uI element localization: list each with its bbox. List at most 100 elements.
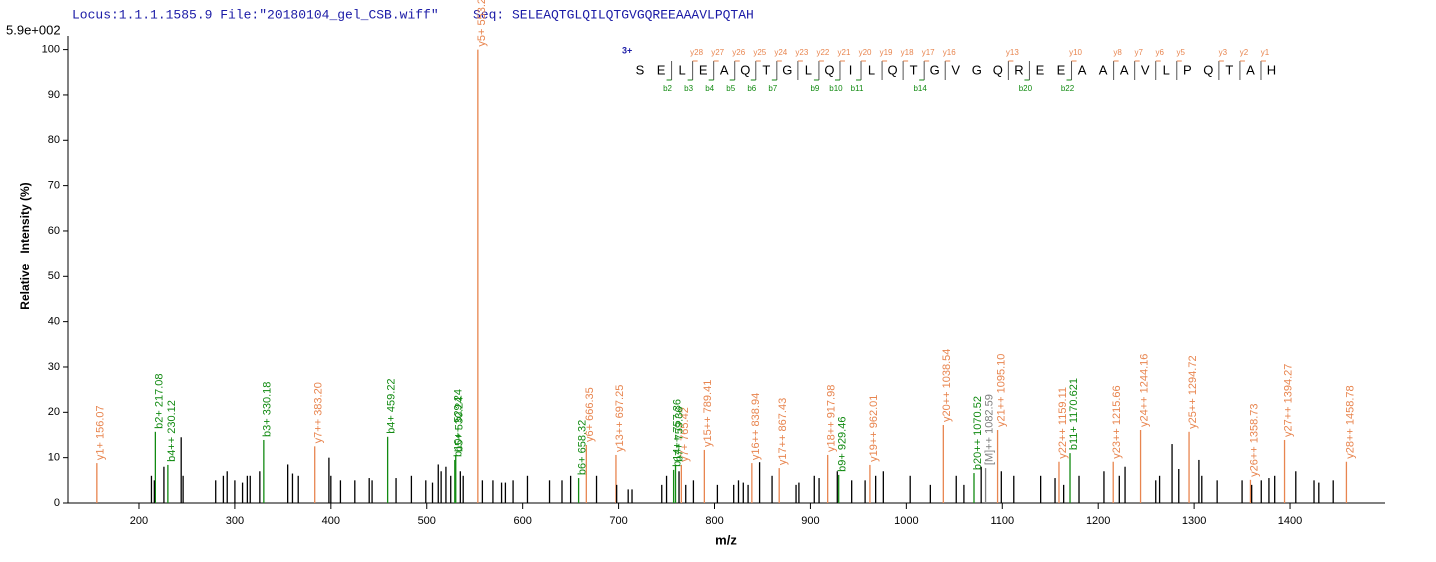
residue: A xyxy=(1099,62,1108,77)
residue: G xyxy=(782,62,792,77)
peak-label: y28++ 1458.78 xyxy=(1344,385,1356,458)
residue: I xyxy=(849,62,853,77)
peak-label: b11+ 1170.621 xyxy=(1068,378,1080,450)
residue: V xyxy=(1141,62,1150,77)
peak-label: y21++ 1095.10 xyxy=(995,354,1007,427)
b-ion-label: b5 xyxy=(726,84,735,93)
x-tick-label: 200 xyxy=(130,515,148,527)
peak-label: b7+ 759.36 xyxy=(673,407,685,462)
y-ion-label: y7 xyxy=(1134,48,1143,57)
y-ion-label: y19 xyxy=(880,48,893,57)
b-ion-label: b2 xyxy=(663,84,672,93)
peak-label: y18++ 917.98 xyxy=(826,385,838,452)
b-ion-label: b20 xyxy=(1019,84,1033,93)
residue: L xyxy=(805,62,812,77)
peak-label: y13++ 697.25 xyxy=(614,385,626,452)
y-tick-label: 60 xyxy=(48,225,60,237)
b-ion-label: b11 xyxy=(851,84,864,93)
y-ion-label: y5 xyxy=(1177,48,1186,57)
seq-label: Seq: xyxy=(473,7,504,22)
scale-label: 5.9e+002 xyxy=(6,22,61,37)
peak-label: b5+ 530.24 xyxy=(454,397,466,452)
x-tick-label: 1200 xyxy=(1086,515,1110,527)
residue: R xyxy=(1014,62,1023,77)
y-tick-label: 50 xyxy=(48,270,60,282)
peak-label: y16++ 838.94 xyxy=(750,393,762,460)
y-tick-label: 80 xyxy=(48,134,60,146)
residue: P xyxy=(1183,62,1192,77)
x-tick-label: 1000 xyxy=(894,515,918,527)
residue: L xyxy=(868,62,875,77)
peak-label: y15++ 789.41 xyxy=(702,380,714,447)
peak-label: y5+ 553.28 xyxy=(476,0,488,47)
x-tick-label: 400 xyxy=(322,515,340,527)
residue: A xyxy=(1246,62,1255,77)
sequence: SELEAQTGLQILQTGVGQREEAAAVLPQTAH xyxy=(512,7,754,22)
residue: Q xyxy=(888,62,898,77)
y-ion-label: y26 xyxy=(732,48,745,57)
residue: E xyxy=(657,62,666,77)
residue: Q xyxy=(824,62,834,77)
y-ion-label: y13 xyxy=(1006,48,1019,57)
b-ion-label: b7 xyxy=(768,84,777,93)
peak-label: [M]++ 1082.59 xyxy=(983,394,995,465)
y-ion-label: y10 xyxy=(1069,48,1082,57)
y-tick-label: 0 xyxy=(54,497,60,509)
peak-label: b4++ 230.12 xyxy=(166,400,178,462)
locus-file: Locus:1.1.1.1585.9 File:"20180104_gel_CS… xyxy=(72,7,439,22)
residue: E xyxy=(1036,62,1045,77)
y-ion-label: y28 xyxy=(690,48,703,57)
peak-label: b3+ 330.18 xyxy=(262,382,274,437)
residue: A xyxy=(720,62,729,77)
peak-label: b6+ 658.32 xyxy=(577,420,589,475)
residue: S xyxy=(636,62,645,77)
x-tick-label: 800 xyxy=(705,515,723,527)
peak-label: y7++ 383.20 xyxy=(313,382,325,443)
x-tick-label: 700 xyxy=(609,515,627,527)
peak-label: b9+ 929.46 xyxy=(837,417,849,472)
y-ion-label: y8 xyxy=(1113,48,1122,57)
y-ion-label: y18 xyxy=(901,48,914,57)
peak-label: y7+ 765.42 xyxy=(679,407,691,462)
residue: G xyxy=(972,62,982,77)
x-tick-label: 600 xyxy=(513,515,531,527)
y-ion-label: y16 xyxy=(943,48,956,57)
b-ion-label: b22 xyxy=(1061,84,1075,93)
b-ion-label: b10 xyxy=(829,84,843,93)
peak-label: y24++ 1244.16 xyxy=(1138,354,1150,427)
residue: V xyxy=(951,62,960,77)
residue: Q xyxy=(740,62,750,77)
y-tick-label: 40 xyxy=(48,316,60,328)
peak-label: b2+ 217.08 xyxy=(153,373,165,428)
peak-label: y27++ 1394.27 xyxy=(1282,364,1294,437)
y-tick-label: 10 xyxy=(48,452,60,464)
peak-label: y6+ 666.35 xyxy=(584,387,596,442)
y-ion-label: y3 xyxy=(1219,48,1228,57)
b-ion-label: b9 xyxy=(810,84,819,93)
residue: E xyxy=(1057,62,1066,77)
y-ion-label: y23 xyxy=(795,48,808,57)
peak-label: y19++ 962.01 xyxy=(868,395,880,462)
y-ion-label: y20 xyxy=(859,48,872,57)
x-tick-label: 300 xyxy=(226,515,244,527)
y-ion-label: y1 xyxy=(1261,48,1270,57)
y-ion-label: y27 xyxy=(711,48,724,57)
y-ion-label: y25 xyxy=(753,48,766,57)
y-ion-label: y17 xyxy=(922,48,935,57)
y-tick-label: 100 xyxy=(42,44,60,56)
residue: Q xyxy=(993,62,1003,77)
charge-label: 3+ xyxy=(622,45,632,55)
peak-label: y17++ 867.43 xyxy=(777,398,789,465)
y-tick-label: 30 xyxy=(48,361,60,373)
peak-label: b10++ 529.24 xyxy=(453,389,465,457)
peak-label: y26++ 1358.73 xyxy=(1248,403,1260,476)
residue: A xyxy=(1078,62,1087,77)
residue: T xyxy=(762,62,770,77)
y-tick-label: 70 xyxy=(48,180,60,192)
peak-label: b4+ 459.22 xyxy=(386,378,398,433)
peak-label: y25++ 1294.72 xyxy=(1187,355,1199,428)
residue: E xyxy=(699,62,708,77)
x-tick-label: 1100 xyxy=(990,515,1014,527)
residue: A xyxy=(1120,62,1129,77)
